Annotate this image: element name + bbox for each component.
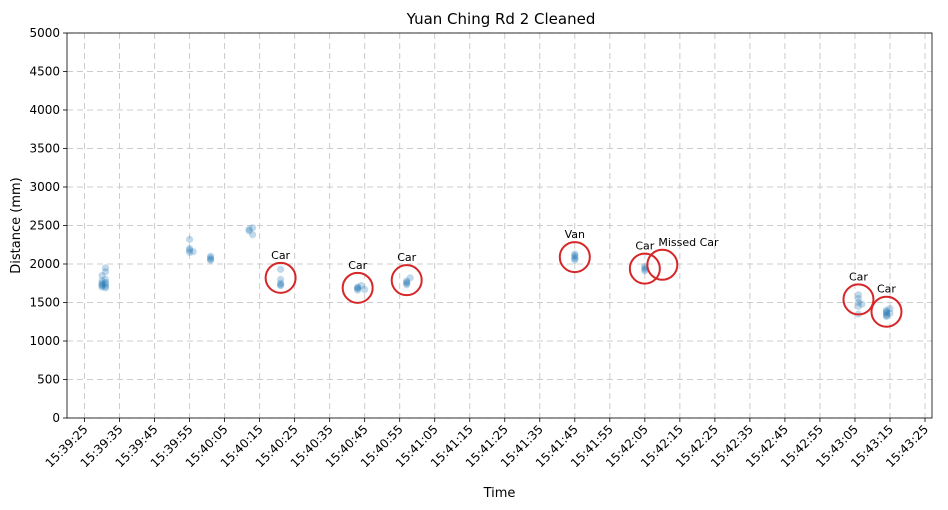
- data-point: [245, 225, 253, 233]
- annotation-circle: [646, 248, 679, 281]
- data-point: [101, 284, 110, 292]
- data-point: [98, 283, 106, 291]
- annotation-label: Car: [271, 249, 290, 262]
- data-point: [98, 281, 106, 290]
- data-point: [882, 311, 891, 320]
- data-point: [98, 279, 106, 287]
- data-point: [206, 254, 215, 262]
- x-axis-title: Time: [483, 486, 516, 501]
- data-point: [882, 306, 891, 314]
- y-tick-label: 1500: [29, 296, 60, 310]
- y-tick-label: 3000: [29, 180, 60, 194]
- grid: [67, 32, 932, 419]
- data-point: [854, 298, 863, 307]
- data-point: [854, 295, 863, 303]
- data-point: [354, 284, 362, 292]
- data-point: [354, 285, 362, 293]
- y-tick-label: 3500: [29, 142, 60, 156]
- annotation-circle: [341, 271, 374, 304]
- data-point: [185, 246, 194, 254]
- chart-title: Yuan Ching Rd 2 Cleaned: [406, 10, 596, 28]
- annotation-label: Car: [877, 283, 896, 296]
- data-point: [277, 279, 285, 287]
- data-point: [571, 256, 579, 264]
- data-point: [185, 248, 194, 257]
- data-point: [882, 312, 891, 320]
- y-tick-label: 4500: [29, 65, 60, 79]
- axis-ticks: 0 500 1000 1500 2000 2500 3000 3500 4000 4500 5000…: [29, 26, 931, 470]
- data-point: [882, 308, 891, 316]
- data-point: [886, 309, 894, 317]
- data-point: [571, 255, 579, 263]
- data-point: [277, 281, 285, 290]
- y-tick-label: 1000: [29, 334, 60, 348]
- annotation-circle: [628, 252, 661, 285]
- data-point: [245, 227, 253, 235]
- data-point: [277, 281, 285, 289]
- data-point: [185, 245, 194, 253]
- data-point: [571, 253, 579, 261]
- data-point: [101, 278, 110, 287]
- data-points: [98, 224, 894, 320]
- annotation-label: Car: [849, 270, 868, 283]
- y-tick-label: 500: [37, 373, 60, 387]
- data-point: [403, 278, 411, 287]
- data-point: [277, 265, 285, 273]
- annotation-label: Van: [565, 228, 585, 241]
- data-point: [101, 282, 110, 290]
- annotation-label: Car: [397, 251, 416, 264]
- data-point: [277, 275, 285, 283]
- annotation-circle: [558, 241, 591, 274]
- data-point: [101, 268, 110, 276]
- data-point: [403, 277, 411, 285]
- y-axis-title: Distance (mm): [9, 177, 24, 273]
- data-point: [249, 224, 257, 232]
- data-point: [403, 281, 411, 289]
- data-point: [357, 281, 365, 290]
- data-point: [101, 275, 110, 283]
- annotation-circle: [870, 295, 903, 328]
- data-point: [185, 235, 194, 243]
- y-tick-label: 2000: [29, 257, 60, 271]
- data-point: [98, 271, 106, 280]
- data-point: [101, 264, 110, 272]
- y-tick-label: 2500: [29, 219, 60, 233]
- data-point: [571, 250, 579, 258]
- data-point: [641, 267, 649, 275]
- data-point: [571, 251, 579, 260]
- data-point: [206, 252, 215, 260]
- data-point: [854, 291, 863, 299]
- annotation-circles: [264, 241, 903, 328]
- annotation-label: Car: [348, 259, 367, 272]
- data-point: [189, 248, 197, 256]
- data-point: [206, 256, 215, 264]
- data-point: [858, 300, 866, 308]
- data-point: [854, 302, 863, 310]
- annotation-label: Missed Car: [658, 236, 719, 249]
- annotation-circle: [390, 264, 423, 297]
- data-point: [101, 280, 110, 288]
- data-point: [882, 310, 891, 318]
- data-point: [354, 286, 362, 294]
- data-point: [354, 283, 362, 291]
- data-point: [406, 274, 414, 282]
- data-point: [249, 231, 257, 239]
- data-point: [98, 277, 106, 285]
- y-tick-label: 5000: [29, 26, 60, 40]
- annotation-circle: [842, 283, 875, 316]
- data-point: [403, 279, 411, 287]
- y-tick-label: 0: [52, 411, 60, 425]
- annotation-labels: Car Car Car Van Car Missed Car Car Car: [271, 228, 896, 296]
- y-tick-label: 4000: [29, 103, 60, 117]
- data-point: [882, 308, 891, 317]
- data-point: [206, 255, 215, 263]
- data-point: [361, 285, 369, 294]
- data-point: [886, 305, 894, 313]
- annotation-label: Car: [635, 240, 654, 253]
- data-point: [98, 281, 106, 289]
- annotation-circle: [264, 261, 297, 294]
